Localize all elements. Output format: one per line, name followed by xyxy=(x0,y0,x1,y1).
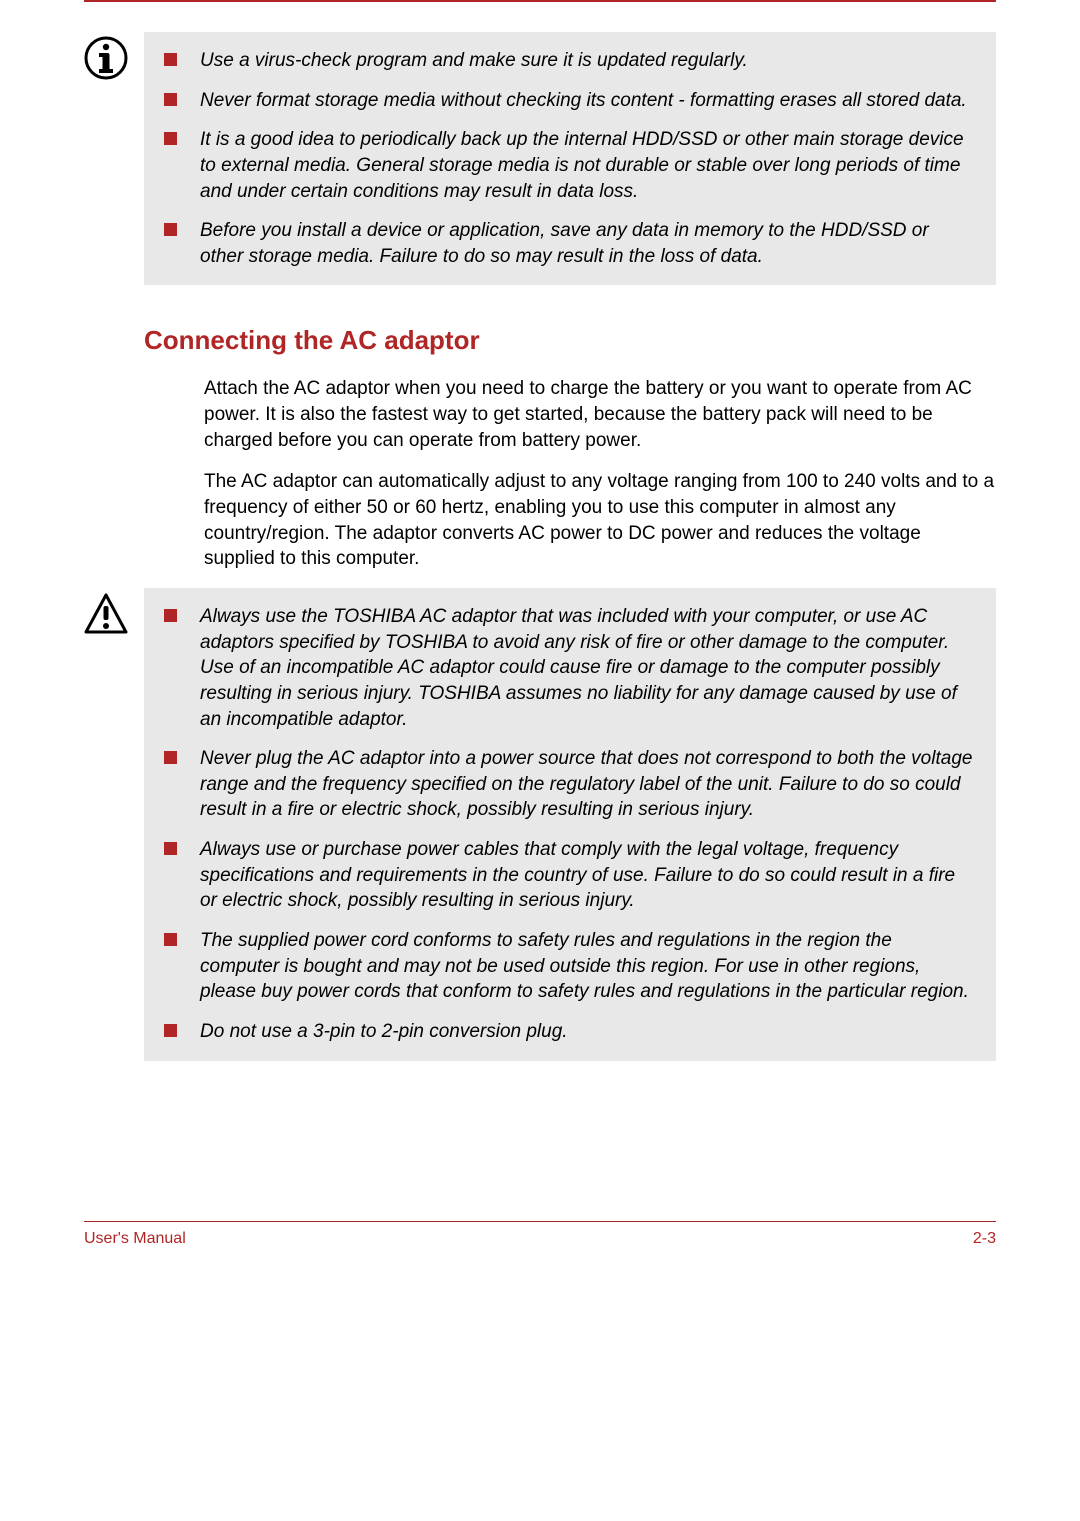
info-item: Before you install a device or applicati… xyxy=(164,218,976,269)
warning-item: Always use the TOSHIBA AC adaptor that w… xyxy=(164,604,976,732)
manual-page: Use a virus-check program and make sure … xyxy=(0,0,1080,1278)
info-item: It is a good idea to periodically back u… xyxy=(164,127,976,204)
warning-icon xyxy=(84,592,132,641)
page-footer: User's Manual 2-3 xyxy=(84,1221,996,1248)
info-callout: Use a virus-check program and make sure … xyxy=(84,32,996,285)
warning-item: The supplied power cord conforms to safe… xyxy=(164,928,976,1005)
warning-item: Always use or purchase power cables that… xyxy=(164,837,976,914)
body-paragraph: Attach the AC adaptor when you need to c… xyxy=(204,376,996,453)
warning-item: Never plug the AC adaptor into a power s… xyxy=(164,746,976,823)
warning-callout: Always use the TOSHIBA AC adaptor that w… xyxy=(84,588,996,1061)
section-heading: Connecting the AC adaptor xyxy=(144,325,996,356)
info-item: Never format storage media without check… xyxy=(164,88,976,114)
info-icon xyxy=(84,36,132,85)
warning-item: Do not use a 3-pin to 2-pin conversion p… xyxy=(164,1019,976,1045)
warning-callout-body: Always use the TOSHIBA AC adaptor that w… xyxy=(144,588,996,1061)
body-paragraph: The AC adaptor can automatically adjust … xyxy=(204,469,996,572)
info-callout-body: Use a virus-check program and make sure … xyxy=(144,32,996,285)
footer-left: User's Manual xyxy=(84,1230,186,1248)
footer-right: 2-3 xyxy=(973,1230,996,1248)
info-item: Use a virus-check program and make sure … xyxy=(164,48,976,74)
top-rule xyxy=(84,0,996,2)
